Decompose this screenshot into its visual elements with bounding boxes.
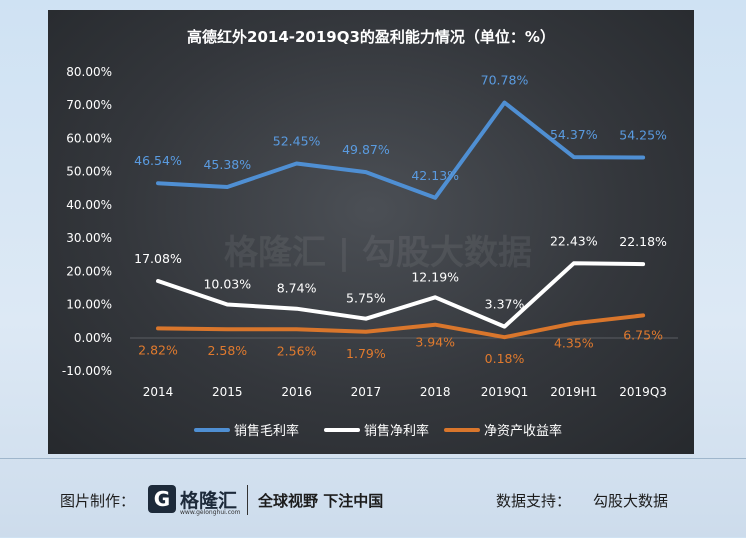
y-tick-label: 50.00% (66, 165, 112, 179)
series-line (156, 313, 646, 340)
data-label: 2.58% (207, 343, 247, 358)
line-chart: 高德红外2014-2019Q3的盈利能力情况（单位：%） 格隆汇 | 勾股大数据… (62, 28, 678, 439)
brand-name: 格隆汇 (180, 490, 238, 512)
data-label: 45.38% (203, 157, 251, 172)
data-label: 2.56% (277, 343, 317, 358)
y-tick-label: 40.00% (66, 198, 112, 212)
data-labels: 46.54% 45.38% 52.45% 49.87% 42.13% 70.78% 54.3… (134, 73, 667, 367)
x-tick-label: 2018 (420, 385, 451, 399)
y-axis-ticks: 80.00% 70.00% 60.00% 50.00% 40.00% 30.00% 20.0… (62, 65, 112, 378)
data-label: 8.74% (277, 281, 317, 296)
data-label: 22.18% (619, 234, 667, 249)
data-label: 49.87% (342, 142, 390, 157)
footer: 图片制作： G 格隆汇 www.gelonghui.com 全球视野 下注中国 … (0, 458, 746, 538)
data-label: 54.37% (550, 127, 598, 142)
brand-logo: G 格隆汇 www.gelonghui.com (148, 483, 244, 517)
legend: 销售毛利率 销售净利率 净资产收益率 (194, 423, 562, 439)
data-label: 46.54% (134, 153, 182, 168)
x-tick-label: 2015 (212, 385, 243, 399)
legend-label: 销售毛利率 (234, 423, 299, 439)
y-tick-label: 30.00% (66, 231, 112, 245)
x-tick-label: 2019Q1 (481, 385, 529, 399)
data-label: 52.45% (273, 134, 321, 149)
data-label: 4.35% (554, 335, 594, 350)
data-label: 5.75% (346, 291, 386, 306)
legend-label: 净资产收益率 (484, 423, 562, 439)
data-label: 22.43% (550, 233, 598, 248)
data-label: 10.03% (203, 276, 251, 291)
data-label: 3.37% (485, 297, 525, 312)
legend-label: 销售净利率 (364, 423, 429, 439)
data-label: 0.18% (485, 351, 525, 366)
y-tick-label: 80.00% (66, 65, 112, 79)
credit-label: 图片制作： (60, 492, 136, 510)
chart-title: 高德红外2014-2019Q3的盈利能力情况（单位：%） (187, 28, 555, 46)
y-tick-label: 70.00% (66, 98, 112, 112)
data-label: 3.94% (415, 335, 455, 350)
data-label: 1.79% (346, 346, 386, 361)
y-tick-label: 0.00% (74, 331, 112, 345)
data-label: 17.08% (134, 251, 182, 266)
series-line (156, 261, 646, 329)
slogan: 全球视野 下注中国 (258, 492, 384, 510)
y-tick-label: -10.00% (62, 364, 112, 378)
x-axis-ticks: 2014 2015 2016 2017 2018 2019Q1 2019H1 2019Q3 (143, 385, 667, 399)
data-label: 70.78% (481, 73, 529, 88)
brand-logo-icon: G (148, 485, 176, 513)
watermark: 格隆汇 | 勾股大数据 (224, 233, 532, 273)
source-label: 数据支持： (496, 492, 572, 510)
data-label: 6.75% (623, 327, 663, 342)
y-tick-label: 10.00% (66, 298, 112, 312)
source-name: 勾股大数据 (593, 492, 669, 510)
data-label: 12.19% (411, 269, 459, 284)
y-tick-label: 20.00% (66, 264, 112, 278)
x-tick-label: 2014 (143, 385, 174, 399)
data-label: 54.25% (619, 128, 667, 143)
series-line (156, 100, 646, 200)
x-tick-label: 2016 (281, 385, 312, 399)
x-tick-label: 2019H1 (550, 385, 597, 399)
y-tick-label: 60.00% (66, 131, 112, 145)
x-tick-label: 2019Q3 (619, 385, 667, 399)
series-lines (156, 100, 646, 340)
brand-url: www.gelonghui.com (180, 509, 241, 516)
chart-panel: 高德红外2014-2019Q3的盈利能力情况（单位：%） 格隆汇 | 勾股大数据… (48, 10, 694, 454)
data-label: 2.82% (138, 342, 178, 357)
x-tick-label: 2017 (351, 385, 382, 399)
footer-divider (247, 485, 248, 515)
data-label: 42.13% (411, 168, 459, 183)
